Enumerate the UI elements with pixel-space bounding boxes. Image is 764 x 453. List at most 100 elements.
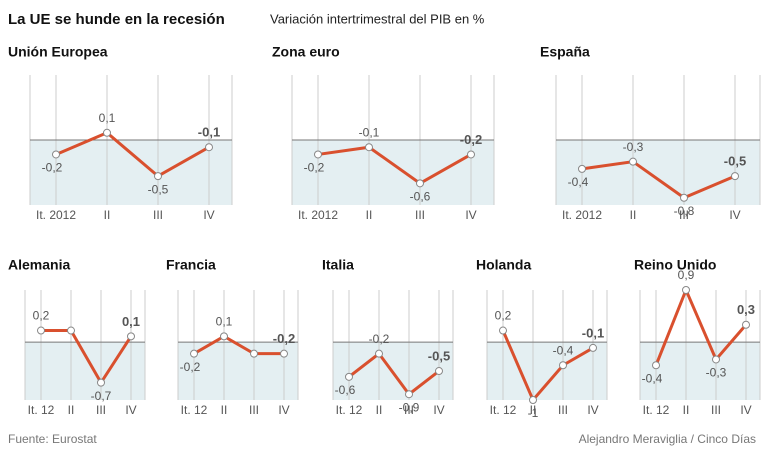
x-tick-label: IV	[433, 403, 444, 417]
point	[250, 349, 258, 358]
series-line	[654, 286, 748, 366]
panel-title: España	[540, 44, 590, 60]
panel-title: Unión Europea	[8, 44, 108, 60]
value-label: -0,3	[623, 140, 644, 154]
point	[578, 164, 586, 173]
x-tick-label: IV	[465, 208, 476, 222]
value-label: -0,2	[369, 332, 390, 346]
panel-title: Zona euro	[272, 44, 340, 60]
x-tick-label: IV	[125, 403, 136, 417]
value-label: -1	[528, 406, 539, 420]
point	[559, 361, 567, 370]
x-tick-label: IV	[740, 403, 751, 417]
value-label: 0,9	[678, 268, 695, 282]
value-label: -0,8	[674, 204, 695, 218]
point	[67, 326, 75, 335]
value-label: -0,2	[42, 161, 63, 175]
value-label: -0,1	[359, 125, 380, 139]
series-line	[193, 334, 284, 356]
x-tick-label: It. 12	[643, 403, 670, 417]
value-label: -0,5	[148, 182, 169, 196]
panel-title: Holanda	[476, 257, 531, 273]
x-tick-label: II	[683, 403, 690, 417]
x-tick-label: It. 2012	[298, 208, 338, 222]
x-tick-label: IV	[587, 403, 598, 417]
point	[680, 193, 688, 202]
value-label: -0,1	[582, 325, 604, 340]
point	[52, 150, 60, 159]
point	[103, 128, 111, 137]
value-label: 0,1	[216, 314, 233, 328]
value-label: -0,4	[568, 175, 589, 189]
value-label: 0,2	[495, 309, 512, 323]
point	[742, 320, 750, 329]
point	[467, 150, 475, 159]
panel-title: Alemania	[8, 257, 70, 273]
x-tick-label: It. 12	[336, 403, 363, 417]
value-label: 0,1	[122, 314, 140, 329]
series-line	[501, 329, 594, 403]
x-tick-label: II	[376, 403, 383, 417]
point	[37, 326, 45, 335]
title: La UE se hunde en la recesión	[8, 11, 225, 28]
point	[365, 143, 373, 152]
panel-title: Francia	[166, 257, 216, 273]
value-label: 0,2	[33, 309, 50, 323]
x-tick-label: II	[68, 403, 75, 417]
point	[154, 172, 162, 181]
x-tick-label: III	[711, 403, 721, 417]
x-tick-label: It. 12	[181, 403, 208, 417]
value-label: -0,4	[642, 371, 663, 385]
x-tick-label: III	[415, 208, 425, 222]
point	[712, 355, 720, 364]
value-label: -0,5	[724, 154, 746, 169]
x-tick-label: II	[366, 208, 373, 222]
value-label: 0,1	[99, 111, 116, 125]
value-label: -0,3	[706, 366, 727, 380]
value-label: -0,6	[410, 190, 431, 204]
value-label: -0,5	[428, 348, 450, 363]
point	[280, 349, 288, 358]
x-tick-label: It. 2012	[562, 208, 602, 222]
series-line	[581, 160, 736, 200]
value-label: -0,2	[460, 132, 482, 147]
series-line	[41, 329, 133, 386]
value-label: -0,2	[273, 331, 295, 346]
x-tick-label: III	[153, 208, 163, 222]
x-tick-label: IV	[729, 208, 740, 222]
x-tick-label: III	[558, 403, 568, 417]
point	[416, 179, 424, 188]
x-tick-label: IV	[203, 208, 214, 222]
x-tick-label: II	[104, 208, 111, 222]
point	[652, 361, 660, 370]
point	[205, 143, 213, 152]
panel-title: Italia	[322, 257, 354, 273]
point	[499, 326, 507, 335]
x-tick-label: It. 12	[28, 403, 55, 417]
x-tick-label: IV	[278, 403, 289, 417]
source: Fuente: Eurostat	[8, 432, 97, 446]
point	[682, 286, 690, 294]
point	[731, 172, 739, 181]
x-tick-label: III	[249, 403, 259, 417]
point	[405, 390, 413, 399]
value-label: -0,4	[553, 343, 574, 357]
point	[314, 150, 322, 159]
value-label: -0,2	[180, 360, 201, 374]
value-label: -0,6	[335, 383, 356, 397]
point	[220, 332, 228, 341]
credit: Alejandro Meraviglia / Cinco Días	[579, 432, 756, 446]
point	[529, 396, 537, 404]
x-tick-label: II	[630, 208, 637, 222]
panel-title: Reino Unido	[634, 257, 716, 273]
x-tick-label: III	[404, 403, 414, 417]
point	[375, 349, 383, 358]
series-line	[55, 131, 210, 178]
point	[345, 372, 353, 381]
series-line	[348, 351, 440, 397]
x-tick-label: It. 12	[490, 403, 517, 417]
point	[127, 332, 135, 341]
series-line	[317, 145, 472, 186]
x-tick-label: It. 2012	[36, 208, 76, 222]
value-label: 0,3	[737, 302, 755, 317]
